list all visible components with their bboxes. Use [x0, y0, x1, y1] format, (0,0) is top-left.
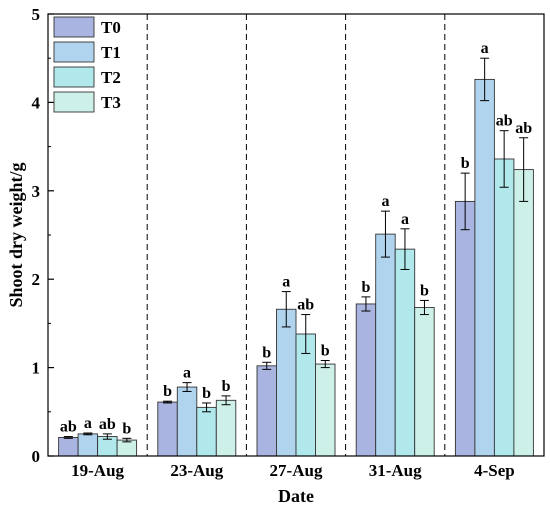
- bar-T2-4-Sep: [493, 158, 515, 457]
- significance-label-T1-31-Aug: a: [381, 193, 389, 210]
- y-tick-label-3: 3: [32, 182, 41, 201]
- significance-label-T2-27-Aug: ab: [297, 297, 314, 314]
- legend-swatch-T2: [53, 66, 95, 88]
- significance-label-T3-19-Aug: b: [122, 420, 131, 437]
- bar-T2-31-Aug: [394, 248, 416, 457]
- x-tick-label-23-Aug: 23-Aug: [170, 461, 223, 480]
- legend-swatch-T0: [53, 16, 95, 38]
- bar-T0-31-Aug: [355, 303, 377, 457]
- legend-swatch-T3: [53, 91, 95, 113]
- significance-label-T0-27-Aug: b: [262, 344, 271, 361]
- bar-T0-23-Aug: [157, 401, 178, 457]
- y-tick-label-0: 0: [32, 447, 41, 466]
- x-axis-ticks: 19-Aug 23-Aug 27-Aug 31-Aug 4-Sep: [71, 461, 515, 480]
- bar-T0-19-Aug: [58, 436, 79, 457]
- significance-label-T0-4-Sep: b: [461, 155, 470, 172]
- group-separators: [146, 14, 446, 456]
- x-axis-title: Date: [278, 486, 314, 506]
- legend-swatch-T1: [53, 41, 95, 63]
- bar-T0-27-Aug: [256, 365, 277, 457]
- significance-label-T2-19-Aug: ab: [99, 416, 116, 433]
- x-tick-label-4-Sep: 4-Sep: [474, 461, 515, 480]
- significance-label-T2-23-Aug: b: [202, 385, 211, 402]
- significance-label-T3-31-Aug: b: [420, 282, 429, 299]
- x-tick-label-19-Aug: 19-Aug: [71, 461, 124, 480]
- y-tick-label-2: 2: [32, 270, 41, 289]
- bars-layer: [58, 78, 534, 457]
- bar-T1-31-Aug: [375, 233, 396, 457]
- y-axis-ticks: 0 1 2 3 4 5: [32, 5, 54, 466]
- significance-label-T3-4-Sep: ab: [515, 120, 532, 137]
- significance-label-T1-19-Aug: a: [84, 415, 92, 432]
- significance-label-T2-31-Aug: a: [401, 211, 409, 228]
- legend: T0 T1 T2 T3: [53, 16, 121, 113]
- significance-label-T0-31-Aug: b: [361, 279, 370, 296]
- bar-T3-19-Aug: [116, 439, 138, 457]
- legend-label-T0: T0: [101, 18, 121, 37]
- bar-T3-31-Aug: [414, 307, 435, 457]
- y-axis-title: Shoot dry weight/g: [6, 162, 26, 307]
- legend-label-T2: T2: [101, 68, 121, 87]
- bar-T0-4-Sep: [454, 200, 476, 457]
- significance-label-T1-4-Sep: a: [481, 40, 489, 57]
- x-tick-label-31-Aug: 31-Aug: [369, 461, 422, 480]
- bar-T1-27-Aug: [276, 308, 297, 457]
- legend-label-T1: T1: [101, 43, 121, 62]
- significance-label-T1-23-Aug: a: [183, 365, 191, 382]
- bar-T1-4-Sep: [474, 78, 495, 457]
- error-bars-layer: [63, 57, 529, 443]
- legend-label-T3: T3: [101, 93, 121, 112]
- bar-T1-23-Aug: [176, 386, 198, 457]
- x-tick-label-27-Aug: 27-Aug: [270, 461, 323, 480]
- bar-T3-27-Aug: [315, 363, 336, 457]
- significance-label-T3-27-Aug: b: [321, 343, 330, 360]
- bar-T3-4-Sep: [513, 169, 534, 457]
- bar-T3-23-Aug: [215, 399, 237, 457]
- significance-label-T3-23-Aug: b: [222, 378, 231, 395]
- significance-label-T0-23-Aug: b: [163, 383, 172, 400]
- significance-label-T0-19-Aug: ab: [60, 419, 77, 436]
- bar-T1-19-Aug: [77, 433, 99, 457]
- y-tick-label-5: 5: [32, 5, 41, 24]
- bar-T2-23-Aug: [196, 406, 217, 457]
- significance-label-T1-27-Aug: a: [282, 274, 290, 291]
- y-tick-label-4: 4: [32, 93, 41, 112]
- y-tick-label-1: 1: [32, 359, 41, 378]
- significance-label-T2-4-Sep: ab: [496, 113, 513, 130]
